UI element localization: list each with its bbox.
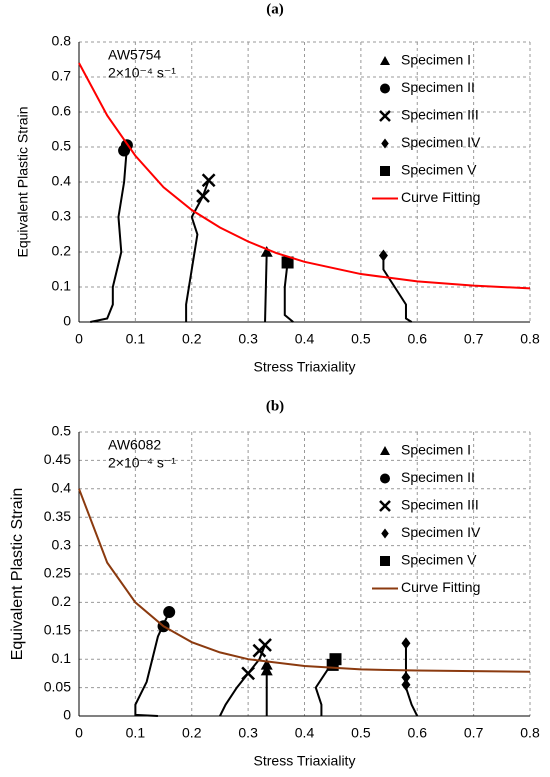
legend-label: Specimen I [401,52,471,68]
panel-label: (a) [266,1,284,17]
x-tick-label: 0 [75,725,83,741]
legend-label: Specimen V [401,552,477,568]
loading-path [382,255,413,323]
legend-label: Specimen I [401,442,471,458]
loading-path [219,644,266,717]
y-tick-label: 0.3 [52,208,72,224]
y-tick-label: 0.15 [44,622,71,638]
data-point [252,643,267,658]
legend-swatch [380,556,390,566]
data-point [260,664,273,676]
data-point [401,671,411,684]
y-tick-label: 0.5 [52,138,72,154]
y-tick-label: 0 [63,313,71,329]
x-tick-label: 0 [75,331,83,347]
fit-curve [78,62,531,290]
legend-label: Specimen V [401,162,477,178]
legend-label: Curve Fitting [401,579,480,595]
legend-swatch [380,83,390,94]
legend-label: Curve Fitting [401,189,480,205]
y-tick-label: 0.4 [52,480,72,496]
legend-swatch [380,56,390,65]
y-tick-label: 0.35 [44,508,71,524]
legend-swatch [379,500,391,512]
x-tick-label: 0.7 [464,331,484,347]
data-point [260,658,273,670]
x-tick-label: 0.3 [238,331,258,347]
y-axis-label: Equivalent Plastic Strain [15,107,31,258]
y-tick-label: 0 [63,707,71,723]
legend-label: Specimen II [401,469,475,485]
annotation: AW5754 [108,47,161,63]
data-point [401,637,411,650]
legend-swatch [381,138,389,149]
data-point [201,173,216,188]
loading-path [404,643,419,717]
x-tick-label: 0.8 [520,331,540,347]
x-tick-label: 0.5 [351,725,371,741]
data-point [326,658,339,671]
data-point [378,249,388,262]
y-tick-label: 0.25 [44,565,71,581]
loading-path [90,146,128,323]
y-tick-label: 0.05 [44,678,71,694]
x-tick-label: 0.8 [520,725,540,741]
y-tick-label: 0.5 [52,423,72,439]
y-tick-label: 0.4 [52,173,72,189]
legend-label: Specimen IV [401,134,481,150]
x-tick-label: 0.4 [295,331,315,347]
x-tick-label: 0.4 [295,725,315,741]
y-tick-label: 0.2 [52,243,72,259]
data-point [196,189,210,203]
x-tick-label: 0.6 [408,725,428,741]
y-tick-label: 0.7 [52,68,72,84]
y-tick-label: 0.8 [52,33,72,49]
legend-swatch [380,473,390,484]
y-tick-label: 0.1 [52,278,72,294]
x-tick-label: 0.3 [238,725,258,741]
y-tick-label: 0.6 [52,103,72,119]
data-point [118,144,131,157]
x-tick-label: 0.2 [182,331,202,347]
annotation: AW6082 [108,437,161,453]
y-axis-label: Equivalent Plastic Strain [9,488,26,661]
y-tick-label: 0.3 [52,536,72,552]
legend-swatch [379,110,391,122]
panel-label: (b) [266,398,284,414]
x-tick-label: 0.5 [351,331,371,347]
legend-swatch [380,446,390,455]
x-tick-label: 0.7 [464,725,484,741]
legend-label: Specimen III [401,497,479,513]
legend-label: Specimen II [401,79,475,95]
legend-swatch [380,166,390,176]
y-tick-label: 0.1 [52,650,72,666]
fit-curve [78,488,531,673]
legend-label: Specimen III [401,107,479,123]
x-tick-label: 0.6 [408,331,428,347]
data-point [241,666,256,681]
y-tick-label: 0.45 [44,451,71,467]
x-axis-label: Stress Triaxiality [254,753,356,769]
loading-path [283,262,294,323]
y-tick-label: 0.2 [52,593,72,609]
data-point [281,256,294,269]
x-tick-label: 0.1 [126,331,146,347]
legend-swatch [381,528,389,539]
x-tick-label: 0.1 [126,725,146,741]
annotation: 2×10⁻⁴ s⁻¹ [108,65,176,81]
x-tick-label: 0.2 [182,725,202,741]
legend-label: Specimen IV [401,524,481,540]
data-point [260,246,273,257]
annotation: 2×10⁻⁴ s⁻¹ [108,455,176,471]
data-point [401,678,411,691]
loading-path [134,611,171,717]
loading-path [264,251,268,323]
x-axis-label: Stress Triaxiality [254,359,356,375]
data-point [163,606,176,619]
